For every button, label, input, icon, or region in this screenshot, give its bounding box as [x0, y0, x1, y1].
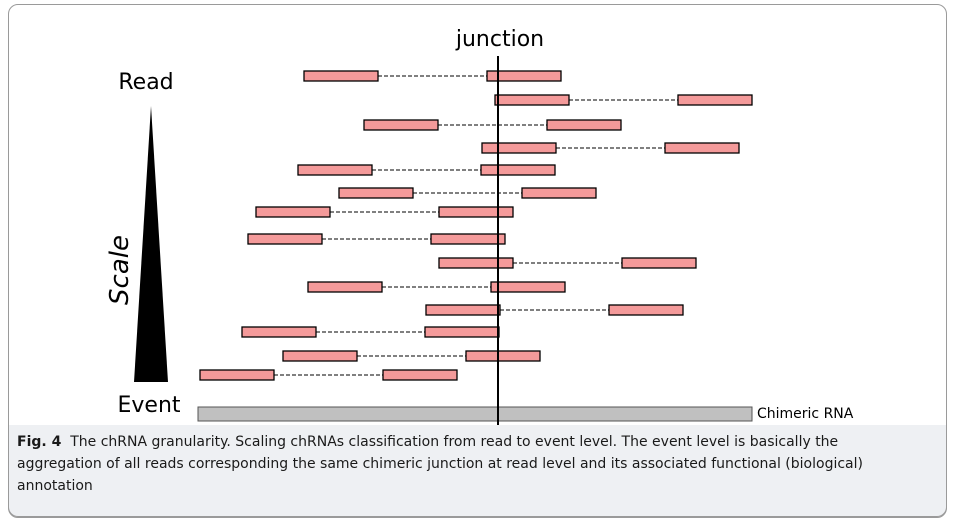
chrna-granularity-diagram: junction Read Event Scale Chimeric RNA: [105, 27, 854, 425]
read-pair: [338, 187, 597, 199]
read-segment: [480, 164, 556, 176]
read-segment: [338, 187, 414, 199]
read-pair: [199, 369, 458, 381]
read-pair: [363, 119, 622, 131]
junction-label: junction: [455, 27, 544, 52]
read-segment: [425, 304, 501, 316]
read-pair: [247, 233, 506, 245]
read-segment: [465, 350, 541, 362]
read-label: Read: [118, 70, 173, 95]
caption-text: The chRNA granularity. Scaling chRNAs cl…: [17, 434, 863, 494]
read-pair: [282, 350, 541, 362]
read-segment: [481, 142, 557, 154]
read-segment: [486, 70, 562, 82]
read-segment: [303, 70, 379, 82]
read-pair: [438, 257, 697, 269]
scale-label: Scale: [105, 235, 135, 305]
read-pair: [481, 142, 740, 154]
read-pair: [255, 206, 514, 218]
read-pair: [297, 164, 556, 176]
read-segment: [255, 206, 331, 218]
read-segment: [297, 164, 373, 176]
read-segment: [608, 304, 684, 316]
read-segment: [521, 187, 597, 199]
read-segment: [621, 257, 697, 269]
read-segment: [241, 326, 317, 338]
read-segment: [664, 142, 740, 154]
read-segment: [430, 233, 506, 245]
read-segment: [199, 369, 275, 381]
read-segment: [363, 119, 439, 131]
read-segment: [282, 350, 358, 362]
read-pair: [494, 94, 753, 106]
event-label: Event: [117, 393, 180, 418]
read-segment: [546, 119, 622, 131]
read-segment: [424, 326, 500, 338]
read-segment: [307, 281, 383, 293]
read-segment: [438, 206, 514, 218]
chimeric-rna-bar: [197, 406, 753, 422]
read-pair: [425, 304, 684, 316]
scale-triangle-icon: [134, 106, 168, 382]
caption-background: [8, 425, 947, 517]
figure-caption: Fig. 4 The chRNA granularity. Scaling ch…: [17, 431, 907, 497]
read-segment: [490, 281, 566, 293]
read-segment: [247, 233, 323, 245]
read-segment: [382, 369, 458, 381]
figure-number: Fig. 4: [17, 434, 62, 450]
read-segment: [677, 94, 753, 106]
read-segment: [494, 94, 570, 106]
read-pair: [307, 281, 566, 293]
read-segment: [438, 257, 514, 269]
chimeric-rna-label: Chimeric RNA: [757, 406, 854, 422]
read-pair: [241, 326, 500, 338]
reads-group: [199, 70, 753, 381]
read-pair: [303, 70, 562, 82]
